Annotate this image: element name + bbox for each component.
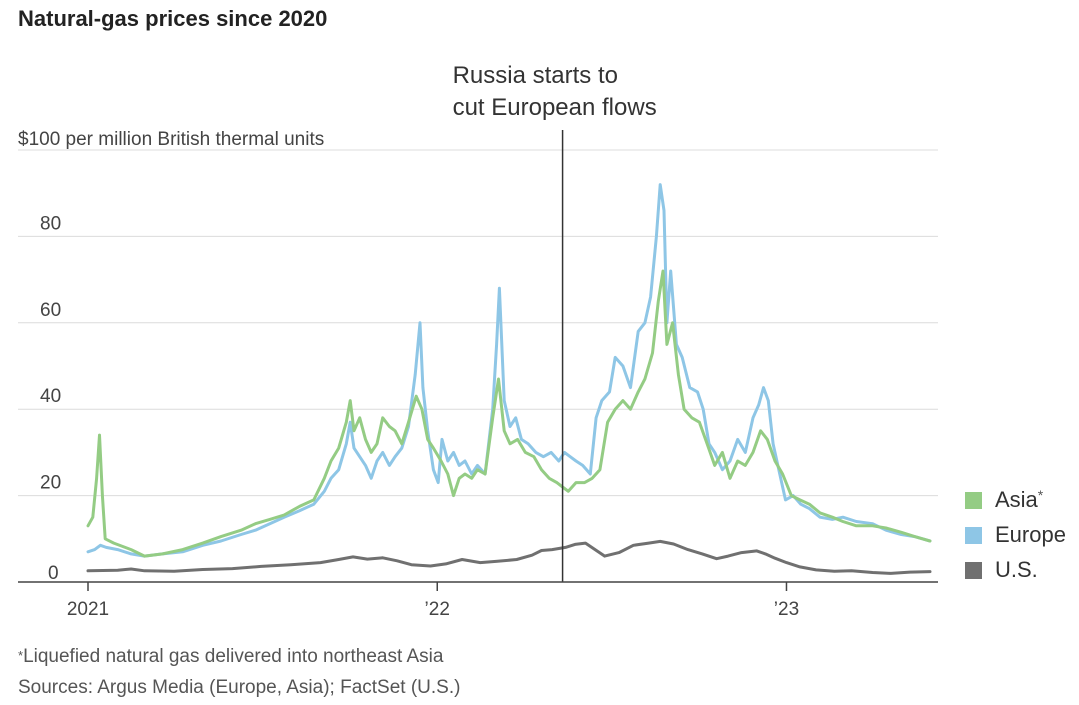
x-tick-label-’23: ’23: [774, 599, 799, 620]
legend-swatch-us: [965, 561, 982, 579]
legend-swatch-europe: [965, 526, 982, 544]
sources-note: Sources: Argus Media (Europe, Asia); Fac…: [18, 677, 461, 698]
y-tick-label-0: 0: [48, 563, 59, 584]
legend-label-us: U.S.: [995, 557, 1038, 582]
x-tick-label-2021: 2021: [67, 599, 109, 620]
y-tick-label-20: 20: [40, 473, 61, 494]
legend-text-asia: Asia: [995, 487, 1038, 512]
annotation-text-line1: Russia starts to: [453, 62, 618, 89]
series-line-asia: [86, 269, 932, 558]
legend-footnote-marker: *: [1037, 487, 1044, 503]
series-line-europe: [86, 183, 932, 558]
annotation-layer: Russia starts to cut European flows: [453, 62, 657, 582]
x-tick-label-’22: ’22: [425, 599, 450, 620]
legend-item-us: U.S.: [965, 557, 1038, 582]
legend-item-europe: Europe: [965, 522, 1066, 547]
y-tick-label-60: 60: [40, 300, 61, 321]
annotation-text-line2: cut European flows: [453, 94, 657, 121]
footnote: *Liquefied natural gas delivered into no…: [18, 646, 443, 668]
legend-label-asia: Asia*: [995, 487, 1043, 513]
legend-item-asia: Asia*: [965, 487, 1043, 513]
axis-layer: $100 per million British thermal units 80…: [18, 129, 938, 620]
footnote-star: *: [18, 648, 24, 663]
legend-label-europe: Europe: [995, 522, 1066, 547]
series-line-us: [86, 539, 932, 575]
y-tick-label-80: 80: [40, 213, 61, 234]
series-layer: [86, 183, 932, 575]
footnote-text: Liquefied natural gas delivered into nor…: [23, 646, 444, 667]
y-tick-label-100: $100 per million British thermal units: [18, 129, 324, 150]
grid-layer: [18, 149, 938, 497]
chart-title: Natural-gas prices since 2020: [18, 6, 328, 31]
y-tick-label-40: 40: [40, 386, 61, 407]
legend-swatch-asia: [965, 491, 982, 509]
